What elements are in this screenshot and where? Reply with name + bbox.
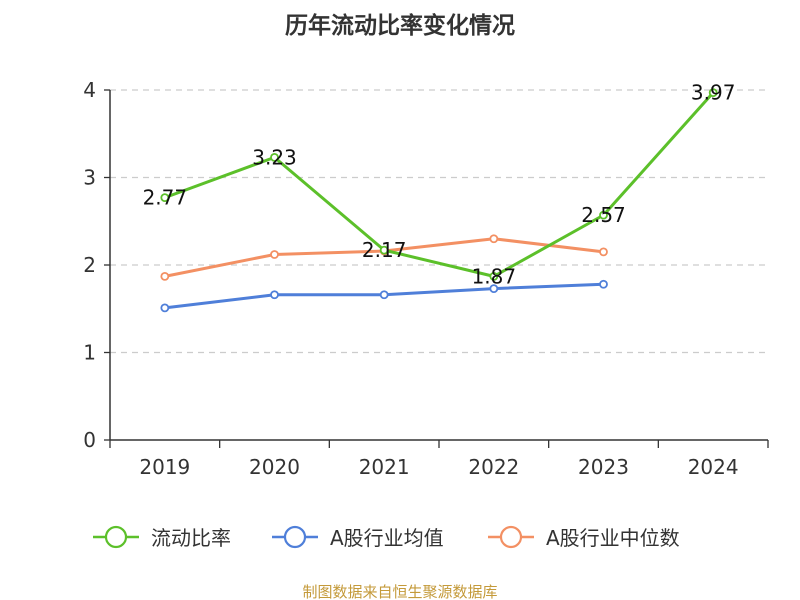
data-point — [489, 271, 499, 281]
data-labels: 2.77 3.23 2.17 1.87 2.57 3.97 — [143, 81, 736, 289]
x-tick-label: 2021 — [359, 455, 410, 479]
legend: 流动比率 A股行业均值 A股行业中位数 — [93, 525, 680, 550]
data-point — [489, 234, 499, 244]
legend-swatch-marker — [283, 525, 307, 549]
x-tick-label: 2019 — [139, 455, 190, 479]
data-point — [270, 152, 279, 162]
legend-swatch-marker — [499, 525, 523, 549]
data-point — [379, 245, 389, 255]
data-label: 2.17 — [362, 238, 407, 262]
y-tick-label: 0 — [83, 428, 96, 452]
data-point — [270, 290, 279, 300]
axes: 0 1 2 3 4 2019 2020 2021 2022 2023 2024 — [83, 78, 769, 479]
series-line-0 — [164, 91, 715, 278]
y-tick-label: 2 — [83, 253, 96, 277]
data-point — [160, 271, 170, 281]
y-tick-label: 4 — [83, 78, 96, 102]
data-point — [599, 279, 608, 289]
data-point — [270, 250, 279, 259]
data-point — [599, 247, 608, 257]
legend-label: A股行业均值 — [330, 526, 444, 550]
source-note: 制图数据来自恒生聚源数据库 — [302, 583, 497, 600]
y-tick-label: 3 — [83, 166, 96, 190]
grid-lines — [110, 89, 768, 354]
data-label: 3.97 — [691, 81, 736, 105]
data-label: 3.23 — [252, 145, 297, 169]
data-point — [160, 193, 170, 203]
y-tick-label: 1 — [83, 341, 96, 365]
data-label: 2.77 — [143, 186, 188, 210]
legend-swatch-marker — [104, 525, 128, 549]
data-label: 1.87 — [472, 264, 517, 288]
data-point — [599, 210, 608, 220]
legend-label: A股行业中位数 — [546, 526, 680, 550]
x-tick-label: 2024 — [688, 455, 739, 479]
series-layer — [160, 88, 718, 313]
data-label: 2.57 — [581, 203, 626, 227]
x-tick-label: 2022 — [468, 455, 519, 479]
data-point — [160, 303, 170, 313]
data-point — [379, 290, 389, 300]
legend-label: 流动比率 — [151, 526, 231, 550]
data-point — [708, 88, 718, 98]
x-tick-label: 2023 — [578, 455, 629, 479]
chart-title: 历年流动比率变化情况 — [285, 12, 515, 39]
data-point — [489, 284, 499, 294]
x-tick-label: 2020 — [249, 455, 300, 479]
